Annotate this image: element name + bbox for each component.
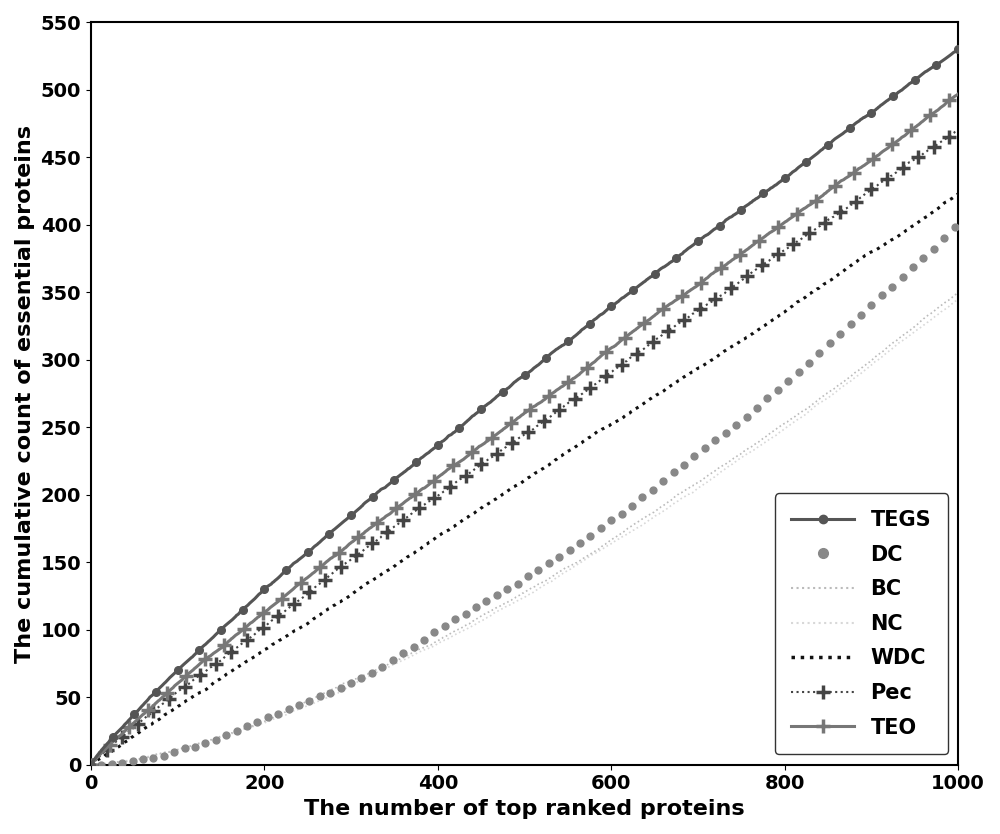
Point	[187, 740, 203, 753]
Point	[603, 514, 619, 527]
Point	[83, 758, 99, 771]
Point	[811, 346, 827, 359]
Point	[655, 475, 671, 488]
Point	[156, 749, 172, 762]
Point	[437, 620, 453, 633]
Point	[197, 736, 213, 750]
Point	[218, 729, 234, 742]
Point	[489, 589, 505, 602]
Point	[510, 577, 526, 590]
Point	[114, 756, 130, 770]
Point	[895, 270, 911, 284]
Point	[166, 746, 182, 759]
Point	[426, 626, 442, 639]
Point	[239, 720, 255, 733]
Point	[874, 289, 890, 302]
Point	[884, 280, 900, 294]
Point	[624, 499, 640, 512]
Point	[416, 634, 432, 647]
Point	[707, 434, 723, 447]
Point	[229, 724, 245, 737]
Point	[312, 690, 328, 703]
Point	[863, 299, 879, 312]
Point	[281, 702, 297, 716]
Point	[739, 410, 755, 424]
Point	[926, 242, 942, 255]
Point	[832, 327, 848, 340]
Point	[676, 458, 692, 471]
Point	[697, 442, 713, 455]
Point	[572, 536, 588, 550]
Point	[458, 607, 474, 620]
Point	[468, 600, 484, 614]
Point	[520, 570, 536, 583]
Point	[364, 666, 380, 680]
Point	[728, 418, 744, 431]
Point	[249, 715, 265, 728]
Point	[551, 550, 567, 564]
Point	[343, 676, 359, 690]
Point	[634, 490, 650, 504]
Point	[478, 595, 494, 608]
X-axis label: The number of top ranked proteins: The number of top ranked proteins	[304, 799, 745, 819]
Y-axis label: The cumulative count of essential proteins: The cumulative count of essential protei…	[15, 124, 35, 662]
Point	[853, 308, 869, 321]
Point	[385, 653, 401, 666]
Point	[333, 681, 349, 695]
Point	[208, 733, 224, 746]
Point	[447, 613, 463, 626]
Point	[104, 757, 120, 771]
Point	[353, 671, 369, 685]
Legend: TEGS, DC, BC, NC, WDC, Pec, TEO: TEGS, DC, BC, NC, WDC, Pec, TEO	[775, 494, 948, 754]
Point	[770, 384, 786, 397]
Point	[645, 483, 661, 496]
Point	[686, 450, 702, 463]
Point	[322, 686, 338, 700]
Point	[270, 707, 286, 721]
Point	[530, 563, 546, 576]
Point	[936, 231, 952, 244]
Point	[582, 529, 598, 542]
Point	[791, 365, 807, 379]
Point	[759, 392, 775, 405]
Point	[93, 758, 109, 771]
Point	[135, 752, 151, 766]
Point	[749, 401, 765, 414]
Point	[718, 426, 734, 440]
Point	[843, 317, 859, 330]
Point	[374, 661, 390, 674]
Point	[499, 582, 515, 595]
Point	[145, 751, 161, 764]
Point	[822, 336, 838, 349]
Point	[562, 543, 578, 556]
Point	[395, 646, 411, 660]
Point	[541, 556, 557, 570]
Point	[614, 507, 630, 520]
Point	[780, 374, 796, 388]
Point	[666, 465, 682, 479]
Point	[125, 755, 141, 768]
Point	[260, 711, 276, 724]
Point	[801, 357, 817, 370]
Point	[905, 260, 921, 274]
Point	[301, 694, 317, 707]
Point	[947, 220, 963, 234]
Point	[177, 741, 193, 755]
Point	[915, 251, 931, 264]
Point	[291, 698, 307, 711]
Point	[406, 641, 422, 654]
Point	[593, 521, 609, 535]
